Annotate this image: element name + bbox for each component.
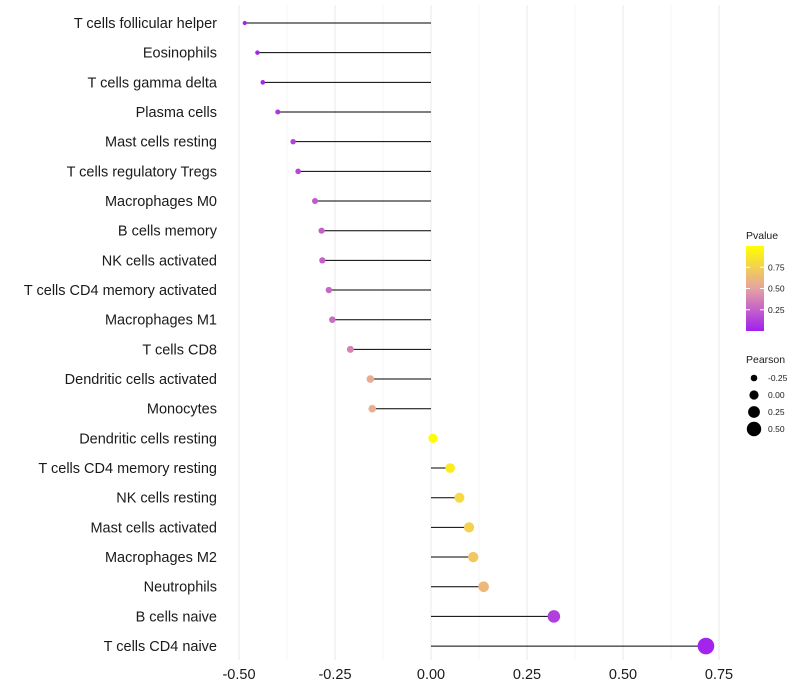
category-label: Mast cells activated bbox=[90, 520, 217, 536]
category-label: Neutrophils bbox=[144, 580, 217, 596]
category-label: Macrophages M1 bbox=[105, 313, 217, 329]
size-legend-dot bbox=[749, 390, 759, 400]
lollipop-dot bbox=[242, 20, 247, 26]
lollipop-dot bbox=[697, 637, 715, 655]
pearson-legend-title: Pearson bbox=[746, 354, 785, 366]
category-label: T cells CD4 memory activated bbox=[24, 283, 217, 299]
colorbar-label: 0.25 bbox=[768, 305, 785, 315]
lollipop-dot bbox=[318, 227, 325, 234]
size-legend-label: -0.25 bbox=[768, 373, 788, 383]
lollipop-dot bbox=[312, 197, 319, 205]
size-legend-dot bbox=[748, 406, 760, 418]
x-axis-tick-labels: -0.50 -0.25 0.00 0.25 0.50 0.75 bbox=[222, 667, 733, 683]
category-label: Macrophages M2 bbox=[105, 550, 217, 566]
pearson-legend: Pearson -0.25 0.00 0.25 0.50 bbox=[746, 354, 788, 437]
category-label: T cells follicular helper bbox=[74, 16, 217, 32]
lollipop-dot bbox=[468, 551, 479, 563]
lollipop-dot bbox=[295, 168, 301, 175]
category-label: Monocytes bbox=[147, 402, 217, 418]
lollipop-dot bbox=[275, 109, 281, 115]
category-label: T cells regulatory Tregs bbox=[67, 164, 217, 180]
lollipop-dot bbox=[260, 80, 266, 85]
pvalue-legend-title: Pvalue bbox=[746, 230, 778, 242]
category-label: Plasma cells bbox=[136, 105, 217, 121]
colorbar-label: 0.50 bbox=[768, 284, 785, 294]
category-label: Macrophages M0 bbox=[105, 194, 217, 210]
x-tick-label: 0.00 bbox=[417, 667, 445, 683]
category-label: B cells memory bbox=[118, 224, 218, 240]
lollipop-dot bbox=[368, 404, 377, 413]
lollipop-dot bbox=[366, 375, 375, 383]
category-label: Dendritic cells resting bbox=[79, 431, 217, 447]
size-legend-label: 0.25 bbox=[768, 407, 785, 417]
category-label: T cells CD4 naive bbox=[104, 639, 217, 655]
category-label: NK cells activated bbox=[102, 253, 217, 269]
lollipop-dot bbox=[255, 50, 260, 55]
category-label: B cells naive bbox=[136, 609, 217, 625]
lollipop-dot bbox=[290, 138, 296, 145]
category-label: T cells CD4 memory resting bbox=[38, 461, 217, 477]
lollipop-dot bbox=[454, 492, 465, 503]
category-label: Eosinophils bbox=[143, 46, 217, 62]
lollipop-dot bbox=[346, 345, 354, 353]
x-tick-label: 0.50 bbox=[609, 667, 637, 683]
category-label: T cells CD8 bbox=[142, 342, 217, 358]
lollipop-dot bbox=[329, 316, 336, 323]
pvalue-legend: Pvalue 0.75 0.50 0.25 bbox=[746, 230, 785, 331]
lollipop-dot bbox=[428, 433, 438, 444]
gridlines bbox=[238, 5, 720, 660]
category-label: T cells gamma delta bbox=[88, 75, 218, 91]
pvalue-colorbar bbox=[746, 246, 764, 331]
x-tick-label: 0.25 bbox=[513, 667, 541, 683]
lollipop-stems bbox=[244, 22, 706, 647]
lollipop-dot bbox=[325, 286, 333, 294]
x-tick-label: -0.50 bbox=[222, 667, 255, 683]
x-tick-label: -0.25 bbox=[318, 667, 351, 683]
category-label: Mast cells resting bbox=[105, 135, 217, 151]
category-labels: T cells follicular helper Eosinophils T ce… bbox=[24, 16, 218, 655]
x-tick-label: 0.75 bbox=[705, 667, 733, 683]
lollipop-dot bbox=[319, 257, 326, 264]
lollipop-dot bbox=[478, 581, 489, 593]
lollipop-dot bbox=[547, 610, 561, 623]
lollipop-dots bbox=[242, 20, 715, 655]
size-legend-label: 0.00 bbox=[768, 390, 785, 400]
size-legend-label: 0.50 bbox=[768, 424, 785, 434]
lollipop-dot bbox=[445, 463, 456, 473]
category-label: NK cells resting bbox=[116, 491, 217, 507]
size-legend-dot bbox=[746, 421, 762, 437]
lollipop-dot bbox=[463, 522, 475, 533]
category-label: Dendritic cells activated bbox=[65, 372, 217, 388]
size-legend-dot bbox=[750, 374, 758, 382]
colorbar-label: 0.75 bbox=[768, 262, 785, 272]
